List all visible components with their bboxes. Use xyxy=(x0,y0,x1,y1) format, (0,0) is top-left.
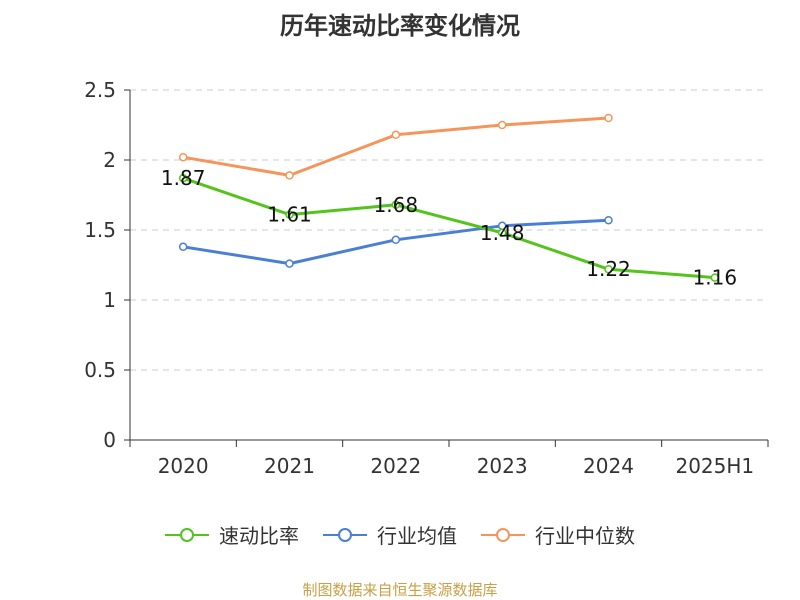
data-label: 1.87 xyxy=(161,166,206,190)
y-tick-label: 2 xyxy=(103,148,116,172)
legend-item-series-2[interactable]: 行业中位数 xyxy=(481,520,635,549)
data-point xyxy=(391,235,401,245)
data-label: 1.22 xyxy=(586,257,631,281)
legend-item-series-0[interactable]: 速动比率 xyxy=(165,520,299,549)
data-point xyxy=(497,120,507,130)
data-point xyxy=(604,264,613,274)
x-tick-label: 2022 xyxy=(370,454,421,478)
data-point xyxy=(497,228,507,238)
legend-label: 行业中位数 xyxy=(535,524,635,548)
data-point xyxy=(178,242,188,252)
legend-item-series-1[interactable]: 行业均值 xyxy=(323,520,457,549)
data-point xyxy=(285,210,294,219)
legend-line-icon xyxy=(165,527,209,542)
data-label: 1.16 xyxy=(693,266,738,290)
legend-line-icon xyxy=(481,527,525,542)
legend-line-icon xyxy=(323,527,367,542)
y-tick-label: 2.5 xyxy=(84,78,116,102)
data-point xyxy=(604,215,613,225)
y-tick-label: 0 xyxy=(103,428,116,452)
data-source-note: 制图数据来自恒生聚源数据库 xyxy=(302,581,498,599)
data-point xyxy=(285,259,294,268)
data-label: 1.68 xyxy=(374,193,419,217)
data-point xyxy=(604,113,613,123)
y-tick-label: 1.5 xyxy=(84,218,116,242)
line-chart: 0 0.5 1 1.5 2 2.5 2020 2021 2022 2023 2024 2025H1 1.… xyxy=(84,78,769,478)
x-tick-label: 2020 xyxy=(158,454,209,478)
series-line-0 xyxy=(182,176,715,280)
x-tick-label: 2021 xyxy=(264,454,315,478)
legend-label: 速动比率 xyxy=(219,524,299,548)
data-point xyxy=(710,273,720,282)
x-tick-label: 2025H1 xyxy=(675,454,754,478)
data-point xyxy=(285,171,294,180)
data-label: 1.61 xyxy=(267,203,312,227)
x-tick-label: 2023 xyxy=(477,454,528,478)
legend-label: 行业均值 xyxy=(377,524,457,548)
y-tick-label: 0.5 xyxy=(84,358,116,382)
chart-title: 历年速动比率变化情况 xyxy=(280,12,520,40)
y-tick-label: 1 xyxy=(103,288,116,312)
series-line-2 xyxy=(182,116,609,177)
data-point xyxy=(391,130,401,140)
data-point xyxy=(178,173,188,183)
data-point xyxy=(391,200,401,210)
data-point xyxy=(178,152,188,162)
data-label: 1.48 xyxy=(480,221,525,245)
chart-legend: 速动比率 行业均值 行业中位数 xyxy=(0,520,800,549)
x-tick-label: 2024 xyxy=(583,454,634,478)
